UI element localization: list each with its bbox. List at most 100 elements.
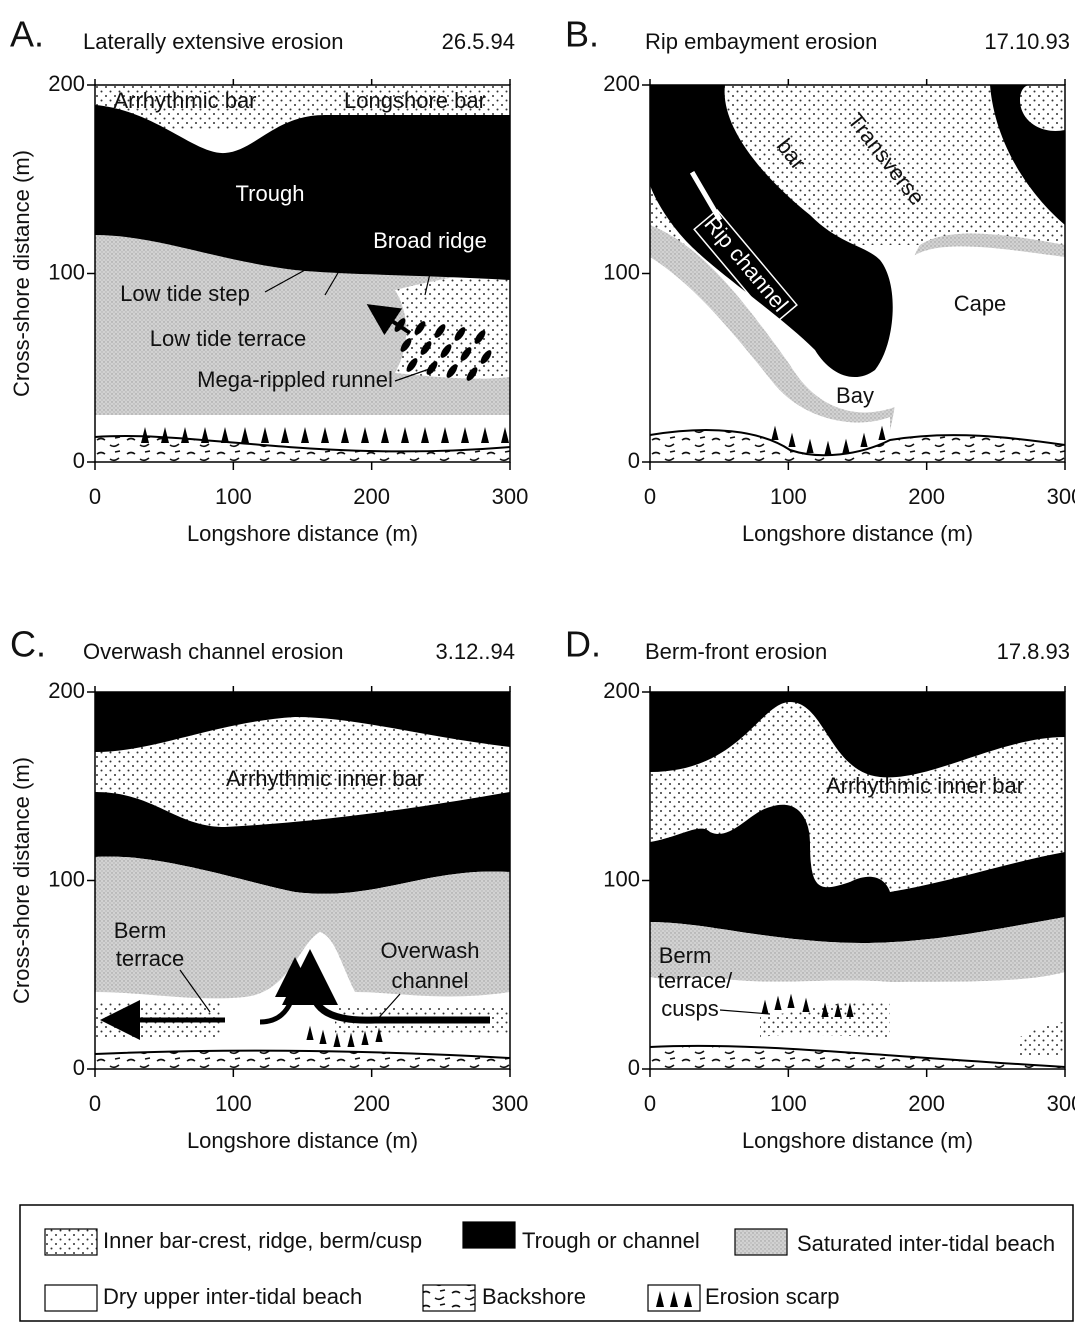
erosion-scarp	[341, 427, 349, 443]
x-tick-label: 300	[1047, 1091, 1075, 1116]
erosion-scarp	[806, 438, 814, 453]
x-tick-label: 200	[353, 484, 390, 509]
y-tick-label: 0	[73, 1055, 85, 1080]
erosion-scarp	[161, 427, 169, 443]
erosion-scarp	[375, 1027, 383, 1042]
erosion-scarp	[878, 425, 886, 440]
label-box	[693, 208, 798, 326]
y-tick-label: 200	[48, 678, 85, 703]
panel-letter: D.	[565, 624, 601, 665]
region	[650, 917, 1065, 982]
annotation: Arrhythmic inner bar	[826, 773, 1024, 798]
erosion-scarp	[481, 427, 489, 443]
y-tick-label: 200	[603, 71, 640, 96]
erosion-scarp	[842, 438, 850, 453]
x-tick-label: 100	[770, 484, 807, 509]
erosion-scarp	[281, 427, 289, 443]
annotation: Low tide step	[120, 281, 250, 306]
backshore-edge	[94, 435, 511, 453]
erosion-scarp	[860, 432, 868, 447]
panel-date: 26.5.94	[442, 29, 515, 54]
panel-title: Rip embayment erosion	[645, 29, 877, 54]
erosion-scarp	[347, 1032, 355, 1047]
x-axis-label: Longshore distance (m)	[187, 1128, 418, 1153]
annotation: cusps	[661, 996, 718, 1021]
annotation: Broad ridge	[373, 228, 487, 253]
backshore-edge	[94, 1049, 511, 1059]
mega-ripple	[474, 330, 486, 344]
erosion-scarp	[261, 427, 269, 443]
legend: Inner bar-crest, ridge, berm/cusp Trough …	[19, 1204, 1074, 1322]
leader	[264, 251, 436, 382]
x-tick-label: 300	[492, 484, 529, 509]
region	[650, 1045, 1065, 1069]
region	[650, 85, 893, 378]
region	[95, 1050, 510, 1069]
region	[95, 436, 510, 462]
x-tick-label: 200	[353, 1091, 390, 1116]
erosion-scarp	[834, 1002, 842, 1017]
legend-scarp	[684, 1291, 692, 1307]
annotation: Berm	[114, 918, 167, 943]
x-axis-label: Longshore distance (m)	[742, 521, 973, 546]
erosion-scarp	[306, 1025, 314, 1040]
erosion-scarp	[441, 427, 449, 443]
annotation: terrace	[116, 946, 184, 971]
region	[650, 692, 1065, 778]
mega-ripple	[480, 350, 492, 364]
annotation: Bay	[836, 383, 874, 408]
arrow	[282, 949, 490, 1024]
panel-date: 17.8.93	[997, 639, 1070, 664]
panel-letter: B.	[565, 14, 599, 55]
erosion-scarp	[846, 1002, 854, 1017]
panel-title: Berm-front erosion	[645, 639, 827, 664]
annotation: Longshore bar	[344, 88, 486, 113]
erosion-scarp	[787, 993, 795, 1008]
region	[990, 85, 1065, 225]
legend-scarp	[656, 1291, 664, 1307]
annotation: Berm	[659, 943, 712, 968]
y-axis-label: Cross-shore distance (m)	[9, 150, 34, 397]
panel-letter: A.	[10, 14, 44, 55]
backshore-edge	[649, 429, 1066, 457]
region	[1020, 1022, 1065, 1057]
x-tick-label: 0	[644, 1091, 656, 1116]
erosion-scarp	[181, 427, 189, 443]
region	[650, 257, 890, 430]
legend-label: Dry upper inter-tidal beach	[103, 1284, 362, 1309]
x-tick-label: 0	[89, 484, 101, 509]
erosion-scarp	[824, 440, 832, 455]
mega-ripple	[446, 364, 458, 378]
mega-ripple	[406, 358, 418, 372]
y-tick-label: 200	[603, 678, 640, 703]
panel-letter: C.	[10, 624, 46, 665]
erosion-scarp	[788, 432, 796, 447]
x-axis-label: Longshore distance (m)	[187, 521, 418, 546]
erosion-scarp	[401, 427, 409, 443]
x-tick-label: 100	[215, 484, 252, 509]
region	[95, 105, 510, 280]
panel-date: 3.12..94	[435, 639, 515, 664]
erosion-scarp	[461, 427, 469, 443]
legend-label: Trough or channel	[522, 1228, 700, 1253]
annotation: Low tide terrace	[150, 326, 307, 351]
y-tick-label: 0	[73, 448, 85, 473]
erosion-scarp	[771, 425, 779, 440]
legend-frame	[19, 1204, 1074, 1322]
annotation: Mega-rippled runnel	[197, 367, 393, 392]
legend-label: Saturated inter-tidal beach	[797, 1231, 1055, 1256]
x-tick-label: 200	[908, 484, 945, 509]
mega-ripple	[460, 347, 472, 361]
leader	[179, 969, 401, 1023]
legend-swatch	[462, 1221, 516, 1249]
leader	[719, 1009, 771, 1015]
x-tick-label: 200	[908, 1091, 945, 1116]
x-tick-label: 0	[644, 484, 656, 509]
backshore-edge	[649, 1044, 1066, 1068]
x-tick-label: 0	[89, 1091, 101, 1116]
y-tick-label: 100	[603, 866, 640, 891]
y-tick-label: 100	[48, 866, 85, 891]
